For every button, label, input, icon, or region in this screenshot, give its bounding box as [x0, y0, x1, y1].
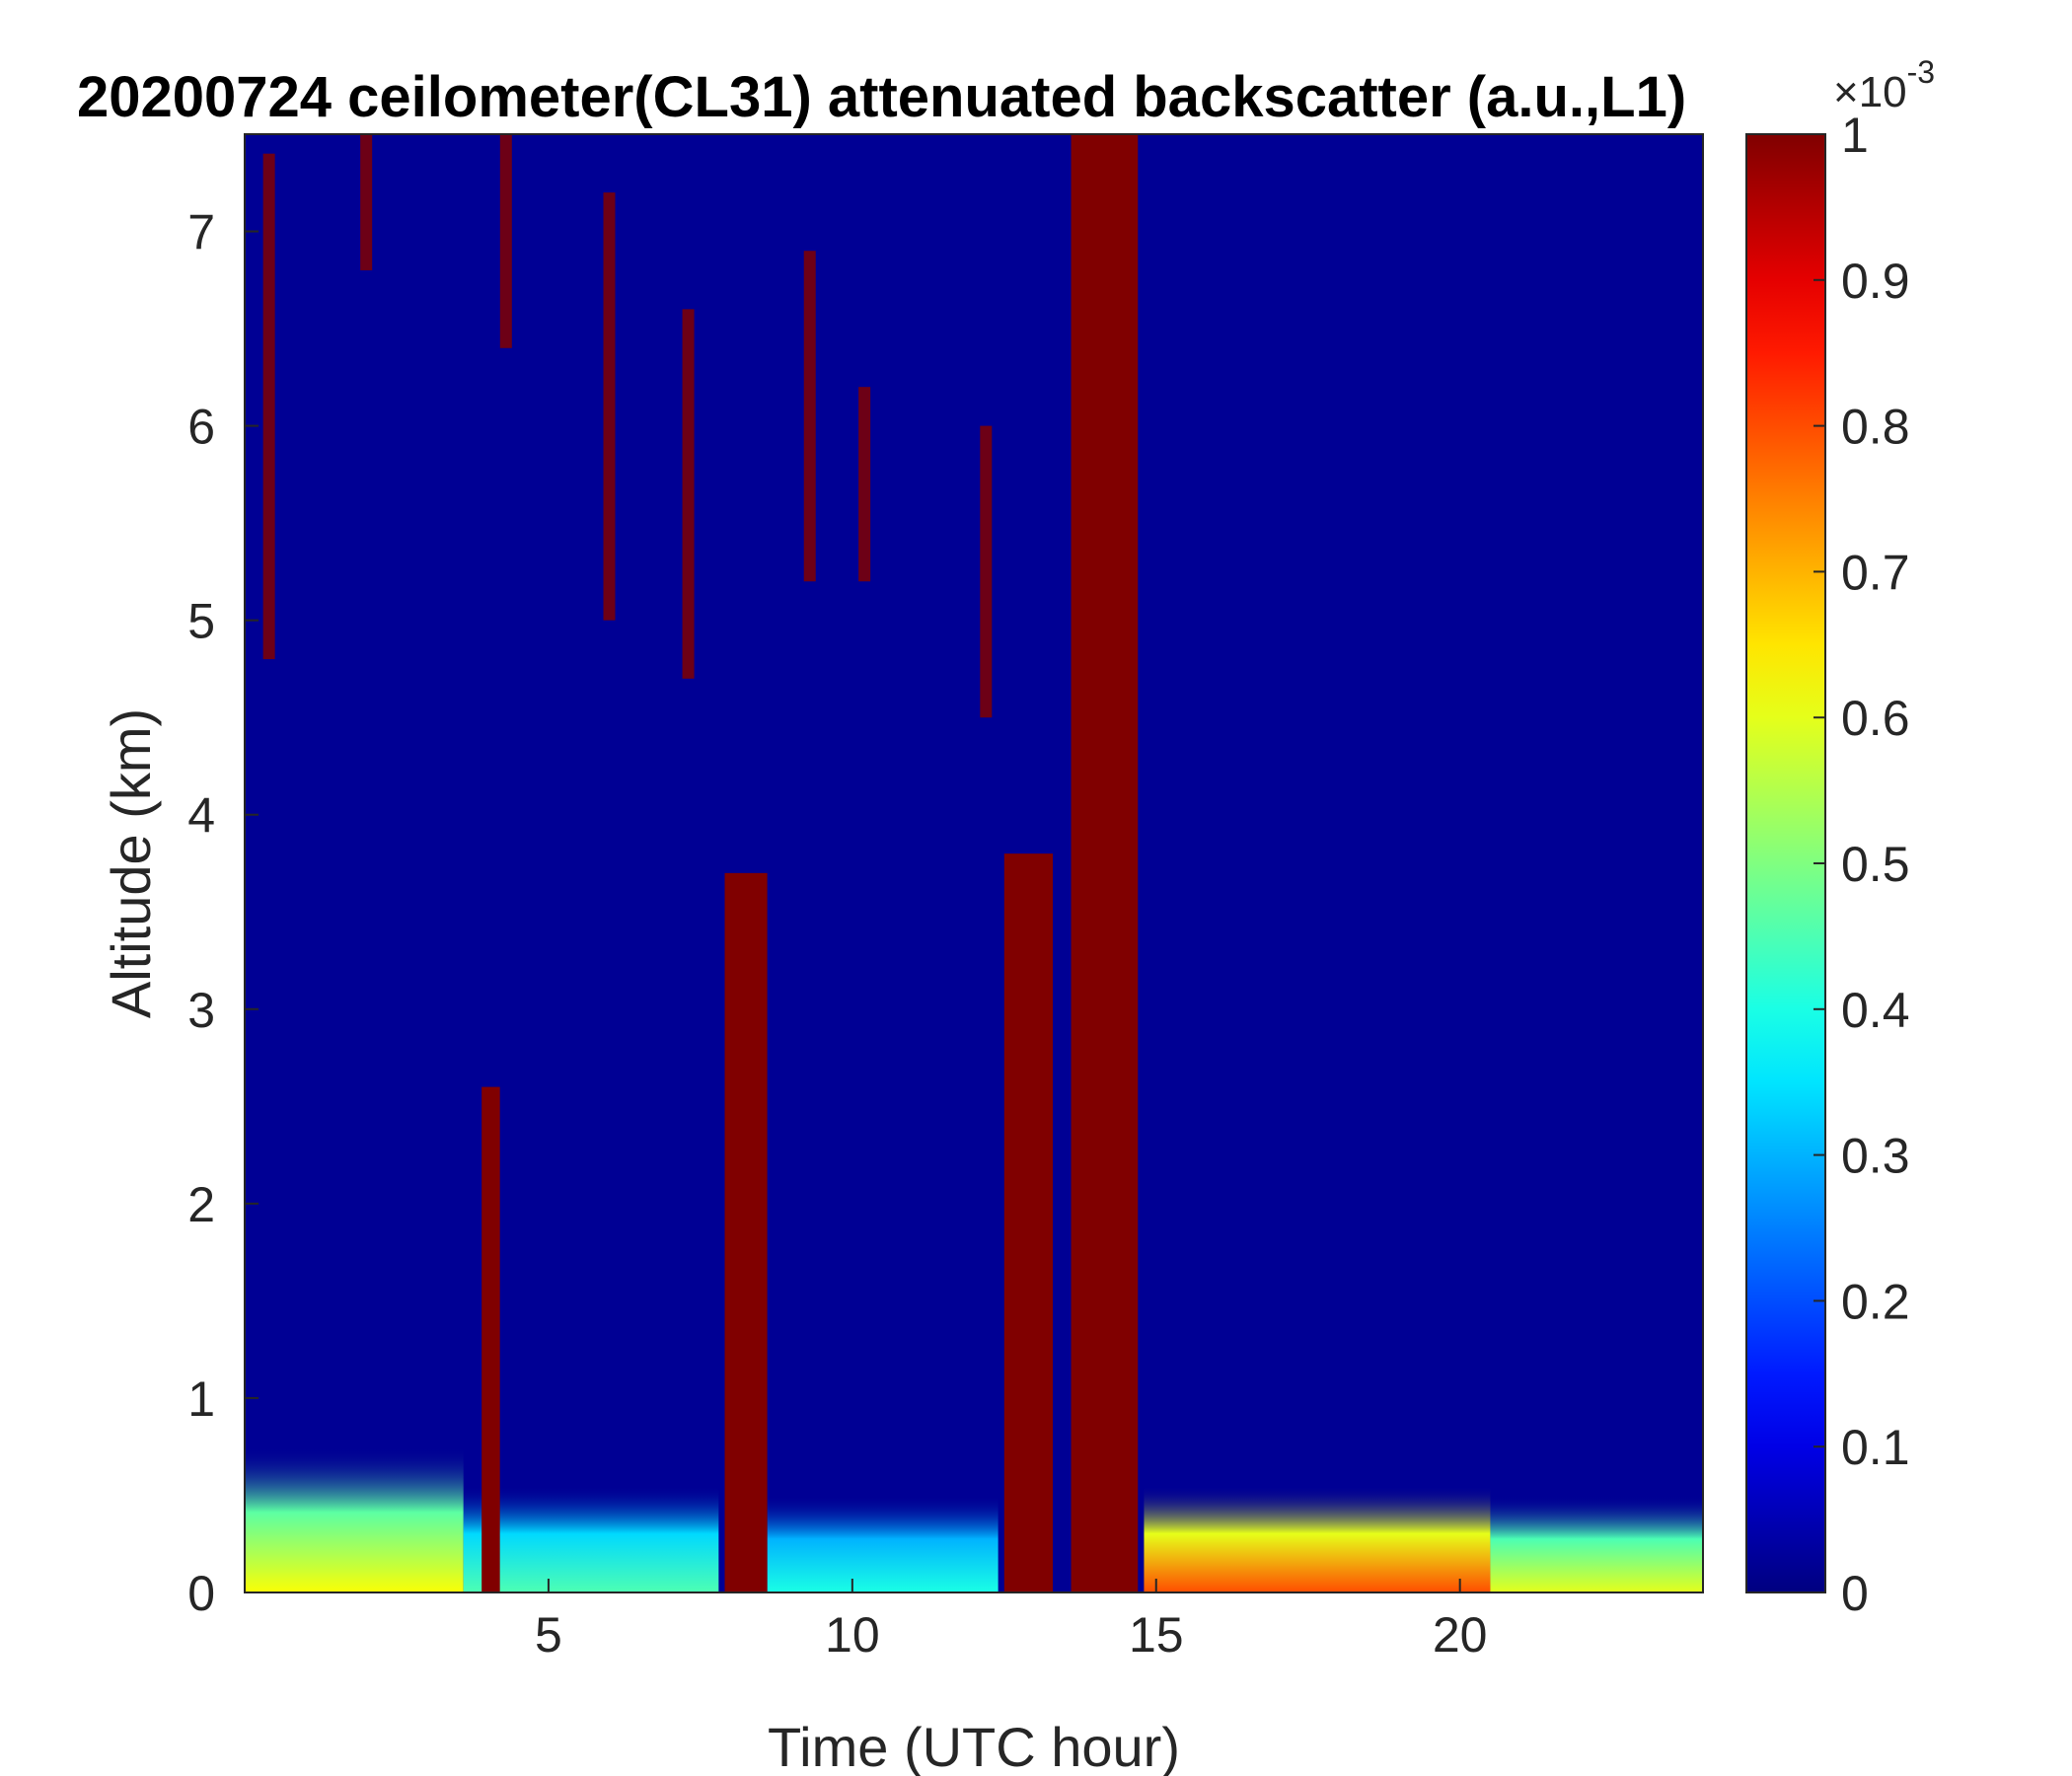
heatmap-area: [245, 134, 1703, 1592]
aloft-streak: [360, 134, 373, 270]
colorbar-tick-label: 0.8: [1841, 400, 1910, 455]
surface-layer-segment: [1490, 1495, 1703, 1592]
x-tick-label: 5: [535, 1607, 562, 1663]
heatmap-features: [245, 134, 1703, 1592]
colorbar-tick-label: 0.7: [1841, 545, 1910, 600]
surface-layer-segment: [767, 1495, 999, 1592]
chart-title: 20200724 ceilometer(CL31) attenuated bac…: [77, 65, 1686, 129]
aloft-streak: [980, 425, 993, 718]
aloft-streak: [499, 134, 512, 348]
surface-layer-segment: [245, 1446, 464, 1592]
colorbar: 0 0.1 0.2 0.3 0.4 0.5 0.6 0.7 0.8 0.9 1 ×10-3: [1745, 54, 1935, 1621]
colorbar-ticks: 0 0.1 0.2 0.3 0.4 0.5 0.6 0.7 0.8 0.9 1: [1813, 108, 1910, 1621]
colorbar-tick-label: 0.4: [1841, 983, 1910, 1038]
y-tick-label: 7: [187, 205, 215, 260]
colorbar-multiplier-exponent: -3: [1907, 54, 1935, 90]
colorbar-multiplier: ×10-3: [1833, 54, 1935, 116]
cloud-column: [1071, 134, 1139, 1592]
y-tick-label: 6: [187, 400, 215, 455]
aloft-streak: [262, 153, 275, 660]
plot-frame: [244, 133, 1704, 1593]
cloud-column: [1003, 853, 1054, 1592]
aloft-streak: [603, 192, 616, 621]
x-tick-label: 20: [1433, 1607, 1488, 1663]
y-tick-label: 1: [187, 1371, 215, 1427]
aloft-streak: [682, 309, 695, 679]
colorbar-tick-label: 1: [1841, 108, 1869, 163]
aloft-streak: [858, 387, 871, 582]
colorbar-multiplier-base: ×10: [1833, 68, 1907, 116]
heatmap-background: [245, 134, 1703, 1592]
y-tick-label: 0: [187, 1566, 215, 1621]
colorbar-tick-label: 0.1: [1841, 1420, 1910, 1475]
colorbar-tick-label: 0.3: [1841, 1129, 1910, 1184]
x-tick-label: 15: [1129, 1607, 1184, 1663]
colorbar-tick-label: 0.2: [1841, 1274, 1910, 1329]
x-axis-label: Time (UTC hour): [768, 1716, 1180, 1776]
y-axis-ticks: 0 1 2 3 4 5 6 7: [187, 205, 259, 1621]
y-tick-label: 2: [187, 1177, 215, 1232]
cloud-column: [481, 1086, 500, 1592]
colorbar-tick-label: 0.9: [1841, 254, 1910, 309]
surface-layer-segment: [1144, 1485, 1491, 1592]
aloft-streak: [803, 251, 816, 582]
colorbar-tick-label: 0.6: [1841, 691, 1910, 746]
surface-layer-segment: [463, 1485, 719, 1592]
y-axis-label: Altitude (km): [100, 708, 162, 1018]
colorbar-tick-label: 0.5: [1841, 837, 1910, 892]
x-axis-ticks: 5 10 15 20: [535, 1579, 1487, 1663]
y-tick-label: 5: [187, 594, 215, 649]
cloud-column: [724, 872, 768, 1592]
y-tick-label: 4: [187, 788, 215, 844]
y-tick-label: 3: [187, 983, 215, 1038]
colorbar-tick-label: 0: [1841, 1566, 1869, 1621]
x-tick-label: 10: [825, 1607, 880, 1663]
